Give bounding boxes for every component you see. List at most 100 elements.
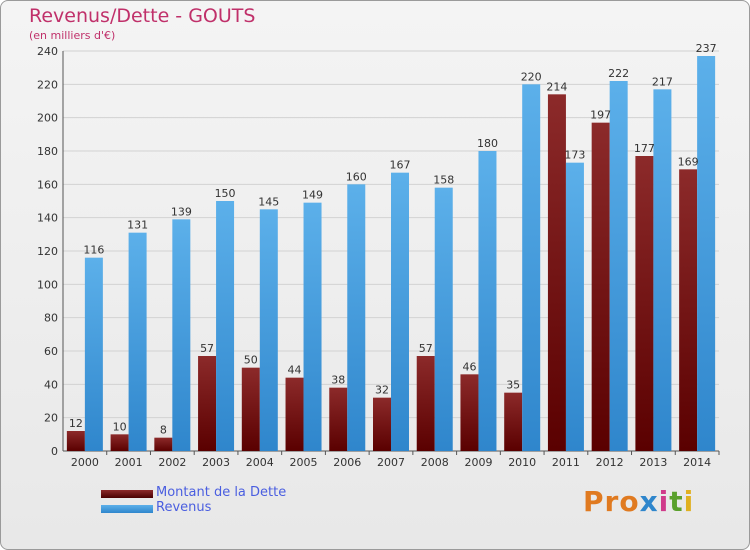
x-tick-label: 2004 [246,456,274,469]
y-tick-label: 140 [37,212,58,225]
legend-label-dette: Montant de la Dette [156,485,287,500]
data-label-dette-2004: 50 [244,354,258,367]
bar-dette-2014 [679,169,698,452]
data-label-revenus-2012: 222 [608,67,629,80]
bar-dette-2009 [460,374,479,451]
legend-swatch-revenus [101,505,153,513]
x-tick-label: 2005 [290,456,318,469]
data-label-dette-2006: 38 [331,374,345,387]
data-label-revenus-2001: 131 [127,219,148,232]
x-tick-label: 2014 [683,456,711,469]
data-label-dette-2005: 44 [288,364,302,377]
x-tick-label: 2009 [464,456,492,469]
bar-revenus-2003 [216,201,235,451]
bar-revenus-2006 [347,184,366,452]
bar-dette-2000 [66,431,85,451]
y-tick-label: 60 [44,345,58,358]
logo-letter: i [683,485,695,518]
logo-letter: x [639,485,659,518]
x-tick-label: 2003 [202,456,230,469]
data-label-dette-2001: 10 [113,420,127,433]
bar-revenus-2010 [522,84,541,451]
bar-dette-2008 [416,356,435,451]
chart-title: Revenus/Dette - GOUTS [29,5,256,27]
data-label-dette-2014: 169 [678,155,699,168]
data-label-dette-2010: 35 [506,379,520,392]
x-tick-label: 2011 [552,456,580,469]
logo-letter: i [658,485,670,518]
bar-revenus-2005 [303,202,322,451]
y-tick-label: 80 [44,312,58,325]
y-tick-label: 220 [37,78,58,91]
chart-subtitle: (en milliers d'€) [29,29,116,42]
bar-revenus-2007 [391,172,409,451]
data-label-revenus-2014: 237 [696,42,717,55]
x-tick-label: 2012 [596,456,624,469]
data-label-dette-2003: 57 [200,342,214,355]
bar-revenus-2004 [259,209,278,451]
data-label-revenus-2013: 217 [652,75,673,88]
data-label-dette-2009: 46 [462,360,476,373]
bar-revenus-2000 [84,257,103,451]
data-label-revenus-2004: 145 [258,195,279,208]
x-tick-label: 2001 [115,456,143,469]
bar-revenus-2001 [128,232,147,451]
data-label-revenus-2005: 149 [302,189,323,202]
data-label-revenus-2003: 150 [215,187,236,200]
bar-revenus-2002 [172,219,191,451]
data-label-revenus-2011: 173 [564,149,585,162]
data-label-revenus-2002: 139 [171,205,192,218]
x-tick-label: 2013 [639,456,667,469]
data-label-dette-2007: 32 [375,384,389,397]
bar-dette-2010 [504,392,523,451]
logo-letter: o [619,485,640,518]
x-tick-label: 2000 [71,456,99,469]
bar-dette-2007 [373,397,391,451]
bar-dette-2006 [329,387,348,451]
logo-letter: t [669,485,684,518]
bar-dette-2001 [110,434,129,451]
legend-label-revenus: Revenus [156,500,212,515]
bar-revenus-2013 [653,89,672,451]
data-label-revenus-2000: 116 [83,244,104,257]
x-tick-label: 2006 [333,456,361,469]
y-tick-label: 120 [37,245,58,258]
x-tick-label: 2002 [158,456,186,469]
y-tick-label: 40 [44,378,58,391]
x-tick-label: 2008 [421,456,449,469]
data-label-dette-2002: 8 [160,424,167,437]
logo-letter: r [604,485,620,518]
legend-swatch-dette [101,490,153,498]
logo-letter: P [583,485,605,518]
bar-revenus-2014 [697,56,716,451]
bar-revenus-2008 [434,187,453,451]
bar-revenus-2009 [478,151,497,451]
data-label-revenus-2008: 158 [433,174,454,187]
y-tick-label: 0 [51,445,58,458]
data-label-revenus-2009: 180 [477,137,498,150]
data-label-dette-2012: 197 [590,109,611,122]
bar-dette-2003 [198,356,217,451]
x-tick-label: 2007 [377,456,405,469]
data-label-revenus-2010: 220 [521,70,542,83]
x-tick-label: 2010 [508,456,536,469]
proxiti-logo: Proxiti [583,485,694,518]
bar-revenus-2011 [565,162,584,451]
y-tick-label: 180 [37,145,58,158]
data-label-revenus-2007: 167 [390,159,411,172]
data-label-dette-2013: 177 [634,142,655,155]
bar-dette-2002 [154,437,173,451]
bar-dette-2012 [591,122,610,452]
data-label-revenus-2006: 160 [346,170,367,183]
bar-dette-2011 [547,94,566,451]
y-tick-label: 100 [37,278,58,291]
data-label-dette-2000: 12 [69,417,83,430]
y-tick-label: 160 [37,178,58,191]
bar-revenus-2012 [609,81,628,451]
data-label-dette-2008: 57 [419,342,433,355]
bar-dette-2004 [241,367,260,451]
y-tick-label: 20 [44,412,58,425]
bar-dette-2005 [285,377,304,451]
